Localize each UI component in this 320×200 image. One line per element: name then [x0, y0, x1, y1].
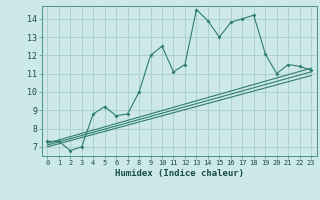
X-axis label: Humidex (Indice chaleur): Humidex (Indice chaleur)	[115, 169, 244, 178]
